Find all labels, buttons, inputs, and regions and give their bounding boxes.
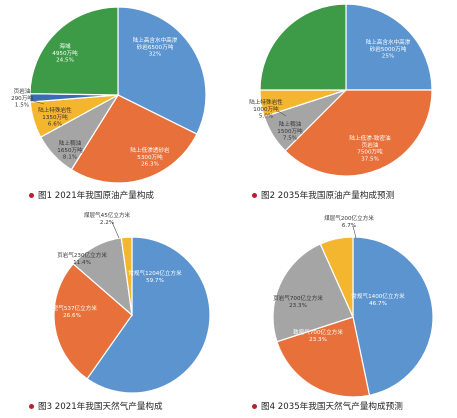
pie-slice <box>284 89 433 177</box>
pie-slice <box>29 6 119 96</box>
slice-data-label: 常规气1400亿立方米 46.7% <box>351 292 405 307</box>
pie-chart-gas-2021: 常规气1204亿立方米 59.7% 致密气537亿立方米 26.6% 页岩气230亿立方… <box>47 211 211 394</box>
pie-slice <box>272 243 354 343</box>
slice-data-label: 陆上低渗透砂岩 5300万吨 26.3% <box>130 146 170 168</box>
pie-chart-crude-oil-2035: 陆上高含水中高渗砂岩5000万吨 25% 陆上低渗-致密油页岩油 7500万吨 37.5… <box>249 3 433 177</box>
pie-chart-crude-oil-2021: 陆上高含水中高渗砂岩6500万吨 32% 陆上低渗透砂岩 5300万吨 26.3% 陆上稠… <box>11 6 207 184</box>
slice-data-label: 煤层气200亿立方米 6.7% <box>324 214 374 229</box>
slice-data-label: 煤层气45亿立方米 2.2% <box>84 211 131 226</box>
bullet-dot-icon <box>252 192 257 198</box>
slice-data-label: 页岩气230亿立方米 11.4% <box>57 251 107 266</box>
slice-data-label: 海域 4950万吨 24.5% <box>52 42 78 64</box>
bullet-dot-icon <box>252 403 257 409</box>
slice-data-label: 致密气537亿立方米 26.6% <box>47 304 97 319</box>
pie-slice <box>70 94 198 184</box>
pie-slice <box>345 3 433 91</box>
pie-chart-gas-2035: 常规气1400亿立方米 46.7% 致密气700亿立方米 23.3% 页岩气700亿立方… <box>272 214 434 398</box>
chart-title: 图4 2035年我国天然气产量构成预测 <box>261 402 403 412</box>
pie-slice <box>352 236 434 397</box>
pie-slice <box>86 236 211 394</box>
slice-data-label: 致密气700亿立方米 23.3% <box>293 328 343 343</box>
chart-panel-3: 常规气1204亿立方米 59.7% 致密气537亿立方米 26.6% 页岩气230亿立方… <box>0 210 228 418</box>
pie-slice <box>319 236 354 318</box>
chart-panel-4: 常规气1400亿立方米 46.7% 致密气700亿立方米 23.3% 页岩气700亿立方… <box>228 210 457 418</box>
leader-line <box>111 221 120 239</box>
pie-slice <box>259 3 347 91</box>
pie-slice <box>276 316 371 398</box>
chart-panel-2: 陆上高含水中高渗砂岩5000万吨 25% 陆上低渗-致密油页岩油 7500万吨 37.5… <box>228 0 457 205</box>
bullet-dot-icon <box>29 192 34 198</box>
chart-title: 图2 2035年我国原油产量构成预测 <box>261 191 395 201</box>
slice-data-label: 陆上稠油 1650万吨 8.1% <box>57 139 83 161</box>
slice-data-label: 陆上特殊岩性 1350万吨 6.6% <box>38 106 72 128</box>
slice-data-label: 陆上高含水中高渗砂岩6500万吨 32% <box>133 36 178 58</box>
slice-data-label: 常规气1204亿立方米 59.7% <box>128 269 182 284</box>
slice-data-label: 页岩气700亿立方米 23.3% <box>273 294 323 309</box>
slice-data-label: 页岩油 290万吨 1.5% <box>11 87 33 109</box>
leader-line <box>29 99 45 105</box>
slice-data-label: 陆上高含水中高渗砂岩5000万吨 25% <box>366 38 411 60</box>
chart-caption: 图1 2021年我国原油产量构成 <box>29 189 154 201</box>
bullet-dot-icon <box>29 403 34 409</box>
chart-caption: 图3 2021年我国天然气产量构成 <box>29 400 163 412</box>
slice-data-label: 陆上特殊岩性 1000万吨 5.0% <box>249 98 283 120</box>
pie-slice <box>117 6 207 135</box>
leader-line <box>277 110 287 117</box>
pie-slice <box>120 236 133 316</box>
slice-data-label: 陆上稠油 1500万吨 7.5% <box>277 120 303 142</box>
slice-data-label: 陆上低渗-致密油页岩油 7500万吨 37.5% <box>349 134 391 162</box>
chart-title: 图1 2021年我国原油产量构成 <box>38 191 155 201</box>
chart-caption: 图4 2035年我国天然气产量构成预测 <box>252 400 403 412</box>
pie-slice <box>53 262 133 380</box>
leader-line <box>352 225 357 239</box>
chart-title: 图3 2021年我国天然气产量构成 <box>38 402 163 412</box>
chart-caption: 图2 2035年我国原油产量构成预测 <box>252 189 394 201</box>
chart-panel-1: 陆上高含水中高渗砂岩6500万吨 32% 陆上低渗透砂岩 5300万吨 26.3% 陆上稠… <box>0 0 228 205</box>
